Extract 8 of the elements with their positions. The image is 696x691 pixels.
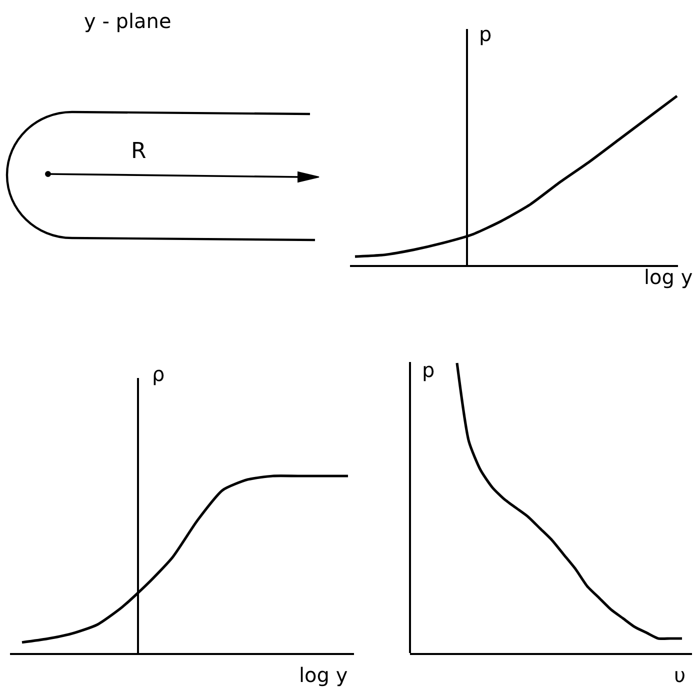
x-axis-title: υ	[674, 663, 686, 687]
text: y - plane	[84, 9, 172, 33]
y-axis-title: p	[422, 358, 435, 382]
y-axis-title: p	[479, 22, 492, 46]
text: R	[131, 139, 146, 164]
x-axis-title: log y	[644, 265, 693, 289]
x-axis-title: log y	[299, 663, 348, 687]
y-axis-title: ρ	[152, 362, 165, 386]
